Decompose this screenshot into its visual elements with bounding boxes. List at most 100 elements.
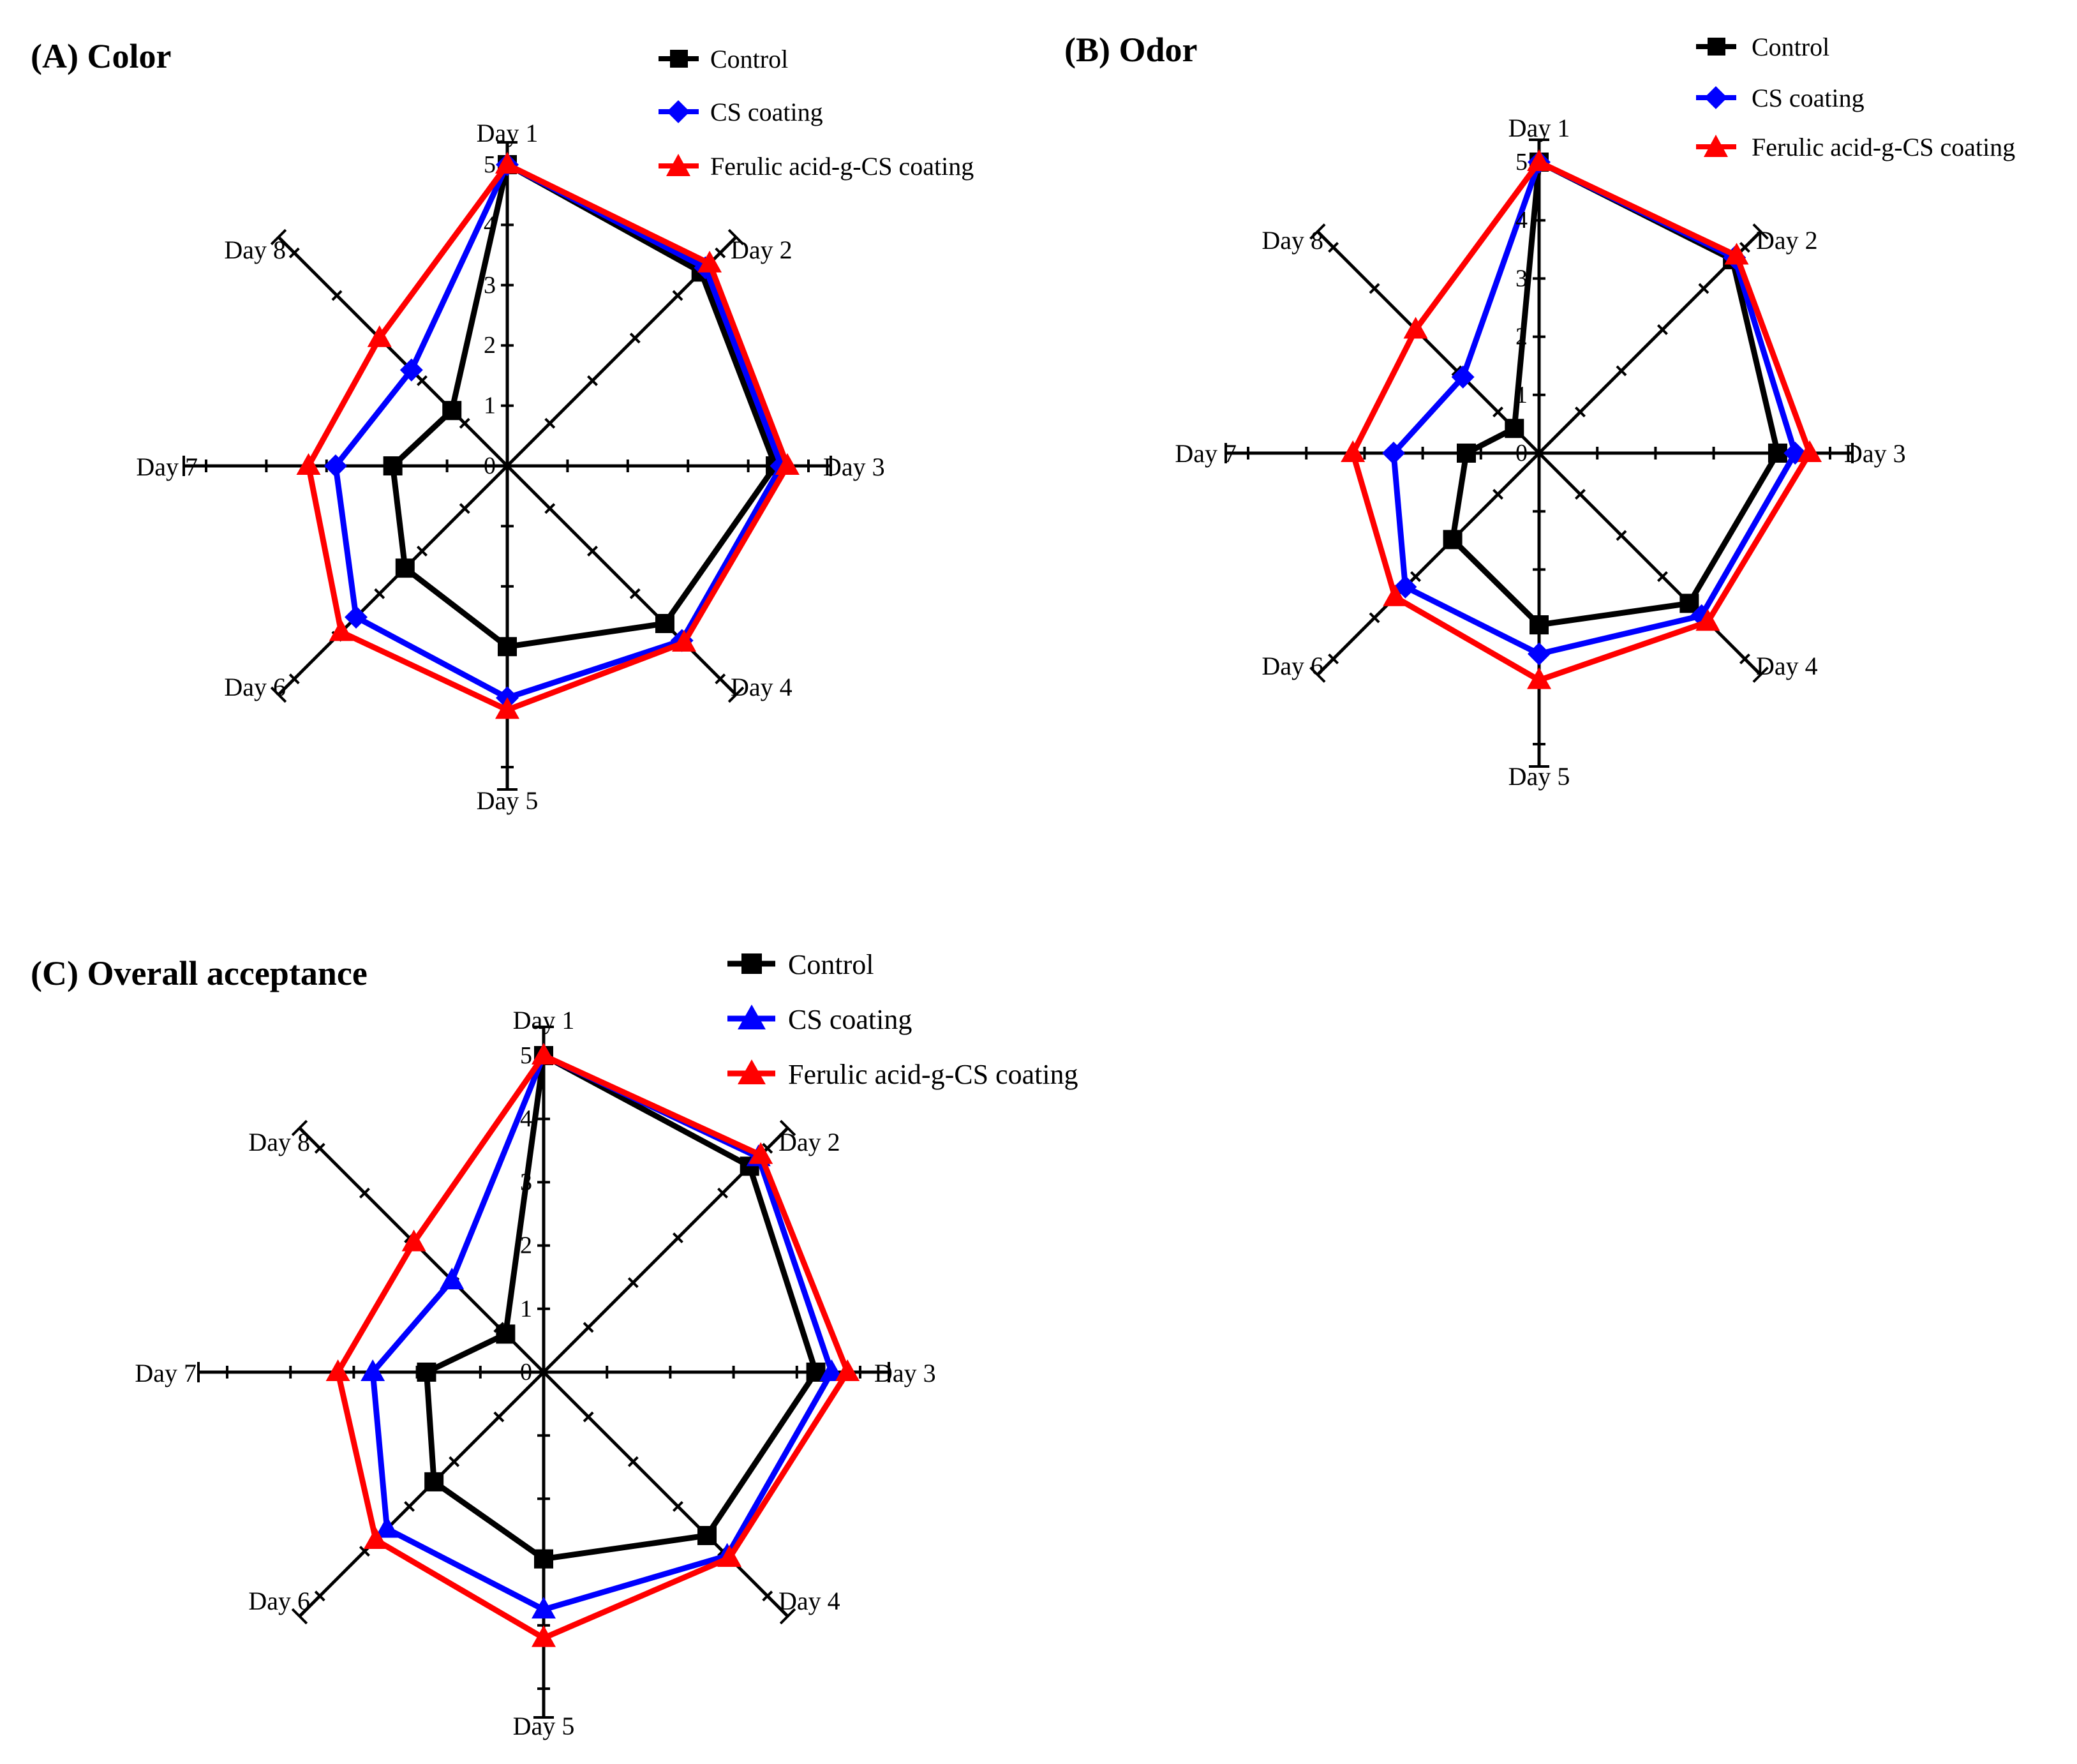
color-axis-tick: [417, 375, 428, 386]
overall-axis-tick: [627, 1456, 639, 1467]
axis-label-color-day-6: Day 6: [224, 673, 286, 701]
color-point-ferulic-acid-g-cs-coating-day-8: [367, 325, 392, 347]
axis-label-odor-day-5: Day 5: [1508, 762, 1570, 791]
odor-axis-tick: [1739, 242, 1750, 253]
overall-point-cs-coating-day-7: [361, 1359, 385, 1381]
odor-axis-tick: [1616, 365, 1627, 377]
overall-axis-tick: [583, 1322, 594, 1333]
panel-odor-title: (B) Odor: [1064, 31, 1198, 69]
overall-point-ferulic-acid-g-cs-coating-day-3: [835, 1359, 860, 1381]
color-axis-tick: [544, 503, 556, 514]
color-point-control-day-4: [655, 613, 674, 633]
color-axis-line: [277, 235, 509, 467]
axis-label-color-day-5: Day 5: [477, 786, 539, 815]
axis-label-overall-day-2: Day 2: [778, 1128, 840, 1156]
color-axis-tick: [459, 503, 470, 514]
color-point-ferulic-acid-g-cs-coating-day-2: [697, 250, 722, 273]
axis-label-overall-day-1: Day 1: [513, 1006, 575, 1035]
overall-axis-tick: [291, 1119, 308, 1137]
odor-axis-tick: [1575, 407, 1586, 417]
color-axis-tick: [629, 588, 641, 599]
odor-point-cs-coating-day-8: [1451, 365, 1475, 389]
odor-axis-tick: [1739, 653, 1750, 664]
color-series-line-cs-coating: [332, 160, 785, 701]
legend-cs-coating: CS coating: [727, 1004, 912, 1035]
overall-point-control-day-7: [417, 1363, 436, 1382]
odor-axis-tick: [1309, 223, 1326, 240]
panel-color-title: (A) Color: [31, 37, 171, 75]
overall-point-ferulic-acid-g-cs-coating-day-6: [363, 1527, 388, 1550]
overall-axis-tick: [779, 1119, 796, 1137]
color-axes: [182, 141, 832, 791]
overall-point-ferulic-acid-g-cs-coating-day-5: [532, 1625, 556, 1647]
axis-label-overall-day-3: Day 3: [874, 1359, 936, 1387]
overall-point-control-day-4: [697, 1526, 717, 1546]
legend-ferulic: Ferulic acid-g-CS coating: [659, 152, 974, 181]
legend-cs-coating: CS coating: [659, 98, 823, 126]
overall-axis-line: [298, 1371, 545, 1618]
legend-ferulic-label: Ferulic acid-g-CS coating: [788, 1059, 1078, 1090]
odor-point-ferulic-acid-g-cs-coating-day-2: [1724, 243, 1749, 265]
color-point-ferulic-acid-g-cs-coating-day-1: [495, 152, 519, 174]
overall-axis-tick: [779, 1608, 796, 1625]
legend-control: Control: [1696, 33, 1829, 61]
panel-odor-radar: Day 1 Day 2 Day 3 Day 4 Day 5 Day 6 Day …: [1175, 114, 1905, 791]
color-axis-tick: [459, 417, 470, 429]
odor-tick-label-5: 5: [1515, 149, 1528, 176]
odor-tick-label-3: 3: [1515, 265, 1528, 292]
overall-axis-tick: [314, 1590, 325, 1602]
color-axis-tick: [270, 228, 287, 246]
odor-series-ferulic-acid-g-cs-coating: [1341, 149, 1822, 689]
overall-series-cs-coating: [361, 1043, 844, 1618]
color-axis-tick: [727, 686, 745, 703]
color-tick-label-1: 1: [484, 392, 496, 419]
overall-point-ferulic-acid-g-cs-coating-day-4: [717, 1545, 742, 1567]
odor-point-ferulic-acid-g-cs-coating-day-8: [1403, 317, 1428, 339]
odor-axis-tick: [1616, 530, 1627, 541]
overall-point-ferulic-acid-g-cs-coating-day-1: [532, 1043, 556, 1065]
color-series-control: [383, 155, 785, 657]
overall-tick-label-0: 0: [520, 1359, 532, 1386]
overall-axis-tick: [404, 1500, 415, 1512]
color-axis-tick: [374, 588, 385, 599]
odor-point-ferulic-acid-g-cs-coating-day-7: [1341, 440, 1366, 462]
odor-axis-line: [1316, 230, 1540, 454]
overall-tick-label-2: 2: [520, 1232, 532, 1259]
odor-axis-tick: [1369, 283, 1380, 294]
odor-axis-tick: [1493, 489, 1503, 500]
color-series-ferulic-acid-g-cs-coating: [296, 152, 800, 719]
odor-tick-label-2: 2: [1515, 324, 1528, 350]
panel-odor-legend: Control CS coating Ferulic acid-g-CS coa…: [1696, 33, 2015, 161]
odor-axis-tick: [1752, 666, 1769, 683]
odor-axis-tick: [1328, 653, 1339, 664]
overall-axis-tick: [717, 1187, 729, 1199]
color-point-control-day-5: [498, 637, 517, 657]
overall-axis-tick: [762, 1590, 773, 1602]
odor-axis-tick: [1698, 283, 1709, 294]
odor-series-cs-coating: [1382, 151, 1807, 666]
odor-axis-tick: [1410, 571, 1422, 582]
overall-axis-tick: [493, 1411, 505, 1423]
legend-cs-coating-label: CS coating: [710, 98, 823, 126]
odor-point-ferulic-acid-g-cs-coating-day-4: [1695, 609, 1720, 631]
axis-label-overall-day-7: Day 7: [135, 1359, 197, 1387]
panel-odor: (B) Odor Control CS coating Ferulic acid…: [1064, 31, 2015, 791]
color-point-ferulic-acid-g-cs-coating-day-4: [672, 630, 697, 652]
odor-point-control-day-5: [1530, 615, 1549, 635]
color-axis-tick: [270, 686, 287, 703]
color-axis-tick: [587, 375, 598, 386]
color-point-cs-coating-day-8: [399, 358, 423, 382]
odor-axis-tick: [1656, 571, 1668, 582]
panel-overall-acceptance-title: (C) Overall acceptance: [31, 954, 368, 992]
overall-point-control-day-8: [496, 1324, 516, 1344]
overall-axis-tick: [291, 1608, 308, 1625]
color-axis-tick: [288, 673, 300, 685]
overall-series-ferulic-acid-g-cs-coating: [325, 1043, 860, 1647]
odor-point-cs-coating-day-7: [1382, 442, 1405, 465]
color-series-cs-coating: [324, 153, 793, 710]
color-point-control-day-6: [395, 558, 415, 578]
odor-point-cs-coating-day-5: [1528, 642, 1551, 666]
axis-label-color-day-4: Day 4: [731, 673, 793, 701]
odor-point-control-day-7: [1457, 444, 1476, 463]
color-tick-label-2: 2: [484, 332, 496, 359]
